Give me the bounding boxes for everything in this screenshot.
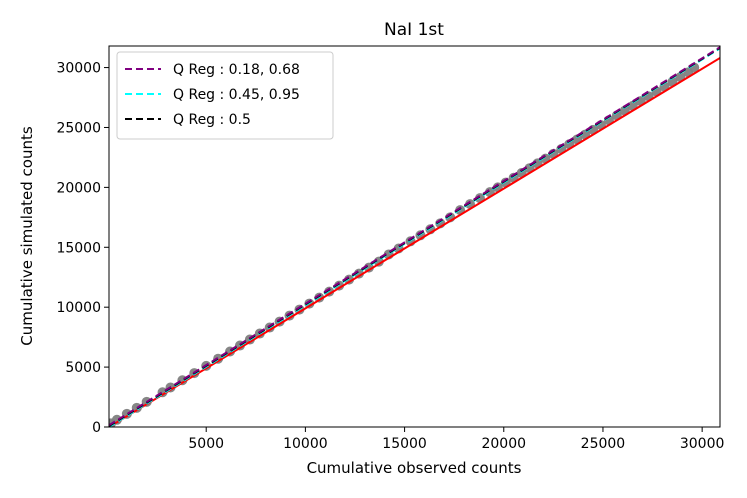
y-tick-label: 25000 [56, 120, 101, 136]
y-axis-label: Cumulative simulated counts [18, 126, 36, 346]
y-tick-label: 5000 [65, 360, 101, 376]
x-tick-label: 15000 [382, 436, 427, 452]
x-tick-label: 20000 [481, 436, 526, 452]
x-axis-label: Cumulative observed counts [307, 459, 522, 477]
y-tick-label: 20000 [56, 180, 101, 196]
x-tick-label: 5000 [188, 436, 224, 452]
y-tick-label: 0 [92, 420, 101, 436]
x-tick-label: 25000 [581, 436, 626, 452]
regression-line [109, 46, 720, 427]
x-tick-label: 30000 [680, 436, 725, 452]
legend-label: Q Reg : 0.18, 0.68 [173, 62, 300, 78]
y-tick-label: 30000 [56, 61, 101, 77]
data-point [334, 280, 345, 291]
legend-label: Q Reg : 0.45, 0.95 [173, 87, 300, 103]
y-tick-label: 10000 [56, 300, 101, 316]
legend-label: Q Reg : 0.5 [173, 112, 251, 128]
x-tick-label: 10000 [283, 436, 328, 452]
legend-box [116, 51, 334, 140]
chart-title: NaI 1st [384, 20, 444, 40]
plot-frame [108, 45, 721, 428]
legend: Q Reg : 0.18, 0.68 Q Reg : 0.45, 0.95 Q Re… [116, 51, 334, 140]
reference-line [109, 57, 720, 427]
y-tick-label: 15000 [56, 240, 101, 256]
